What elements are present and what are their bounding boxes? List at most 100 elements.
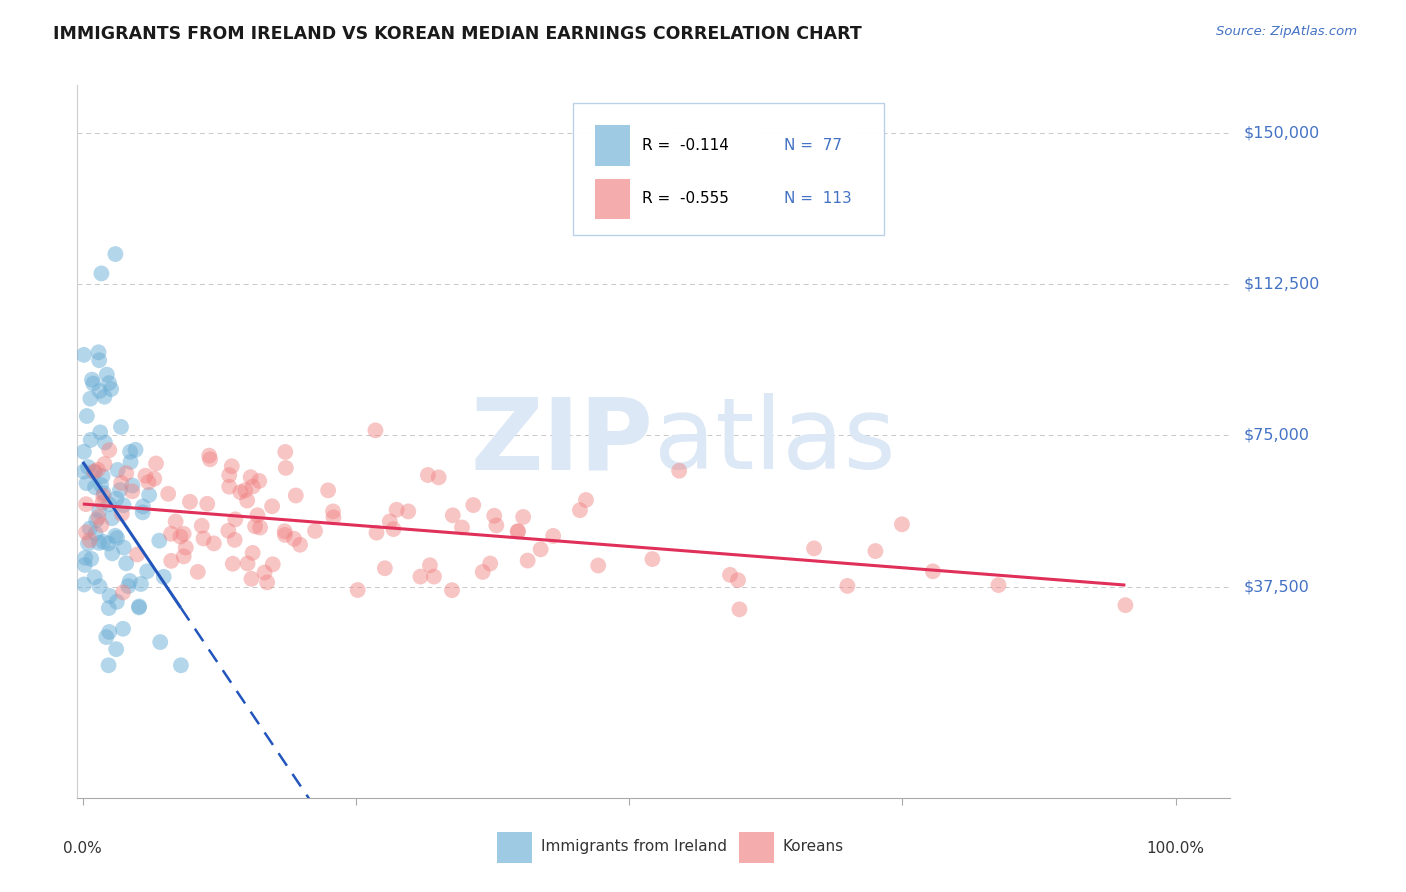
Point	[89, 536, 111, 550]
Point	[218, 468, 240, 483]
Point	[105, 595, 128, 609]
Point	[149, 635, 172, 649]
Point	[249, 520, 271, 534]
Point	[86, 513, 108, 527]
Point	[73, 558, 96, 572]
Point	[91, 495, 114, 509]
Point	[160, 554, 183, 568]
Point	[240, 572, 263, 586]
Text: Koreans: Koreans	[783, 839, 844, 855]
Point	[132, 500, 155, 514]
Point	[396, 504, 419, 518]
Point	[224, 512, 246, 526]
Point	[87, 345, 110, 359]
Point	[198, 452, 221, 467]
Point	[107, 463, 129, 477]
Point	[409, 569, 432, 583]
Point	[115, 556, 138, 570]
Point	[73, 577, 96, 591]
Point	[274, 445, 297, 459]
Point	[419, 558, 441, 573]
Point	[120, 445, 142, 459]
Point	[366, 525, 388, 540]
Point	[82, 376, 104, 391]
Text: 0.0%: 0.0%	[63, 841, 103, 856]
Point	[160, 526, 183, 541]
Text: R =  -0.555: R = -0.555	[643, 192, 730, 206]
Point	[98, 589, 121, 603]
Point	[105, 491, 128, 506]
Point	[416, 468, 439, 483]
Point	[87, 510, 110, 524]
Point	[115, 466, 138, 480]
FancyBboxPatch shape	[595, 178, 630, 219]
Point	[385, 502, 408, 516]
Point	[138, 475, 160, 490]
Point	[440, 583, 463, 598]
Text: ZIP: ZIP	[471, 393, 654, 490]
FancyBboxPatch shape	[574, 103, 884, 235]
Point	[120, 455, 142, 469]
Point	[89, 579, 111, 593]
Point	[506, 524, 529, 539]
Point	[148, 533, 170, 548]
Text: R =  -0.114: R = -0.114	[643, 138, 730, 153]
Point	[100, 382, 122, 396]
Point	[91, 489, 114, 503]
Point	[165, 515, 187, 529]
Point	[145, 457, 167, 471]
Point	[104, 247, 127, 261]
Point	[83, 464, 105, 478]
Point	[143, 472, 166, 486]
Point	[93, 534, 115, 549]
Point	[94, 435, 117, 450]
Point	[224, 533, 246, 547]
Point	[484, 508, 506, 523]
Point	[75, 550, 97, 565]
Point	[195, 497, 218, 511]
Point	[101, 511, 124, 525]
Point	[93, 457, 115, 471]
Point	[803, 541, 825, 556]
Point	[97, 601, 120, 615]
Text: $150,000: $150,000	[1244, 126, 1320, 141]
Point	[173, 526, 195, 541]
Point	[108, 483, 131, 497]
Point	[129, 577, 152, 591]
Point	[76, 409, 98, 423]
Point	[485, 518, 508, 533]
Text: Source: ZipAtlas.com: Source: ZipAtlas.com	[1216, 25, 1357, 38]
Point	[247, 474, 270, 488]
Point	[98, 497, 121, 511]
Point	[256, 575, 278, 590]
Point	[76, 476, 98, 491]
Point	[451, 520, 474, 534]
Point	[837, 579, 859, 593]
Point	[89, 425, 111, 440]
Text: 100.0%: 100.0%	[1147, 841, 1205, 856]
Point	[128, 599, 150, 614]
Point	[1114, 598, 1136, 612]
Text: Immigrants from Ireland: Immigrants from Ireland	[541, 839, 727, 855]
Point	[922, 564, 945, 578]
Point	[641, 552, 664, 566]
Point	[987, 578, 1010, 592]
Point	[112, 498, 135, 512]
Point	[727, 573, 749, 587]
Point	[222, 557, 245, 571]
Point	[242, 546, 264, 560]
Point	[104, 529, 127, 543]
Point	[77, 460, 100, 475]
Point	[90, 478, 112, 492]
Point	[79, 522, 101, 536]
Point	[131, 505, 153, 519]
Point	[236, 557, 259, 571]
Point	[91, 469, 114, 483]
Point	[890, 517, 912, 532]
FancyBboxPatch shape	[595, 125, 630, 166]
Point	[90, 267, 112, 281]
Point	[668, 464, 690, 478]
Point	[105, 531, 128, 545]
Point	[98, 624, 121, 639]
Text: $112,500: $112,500	[1244, 277, 1320, 292]
